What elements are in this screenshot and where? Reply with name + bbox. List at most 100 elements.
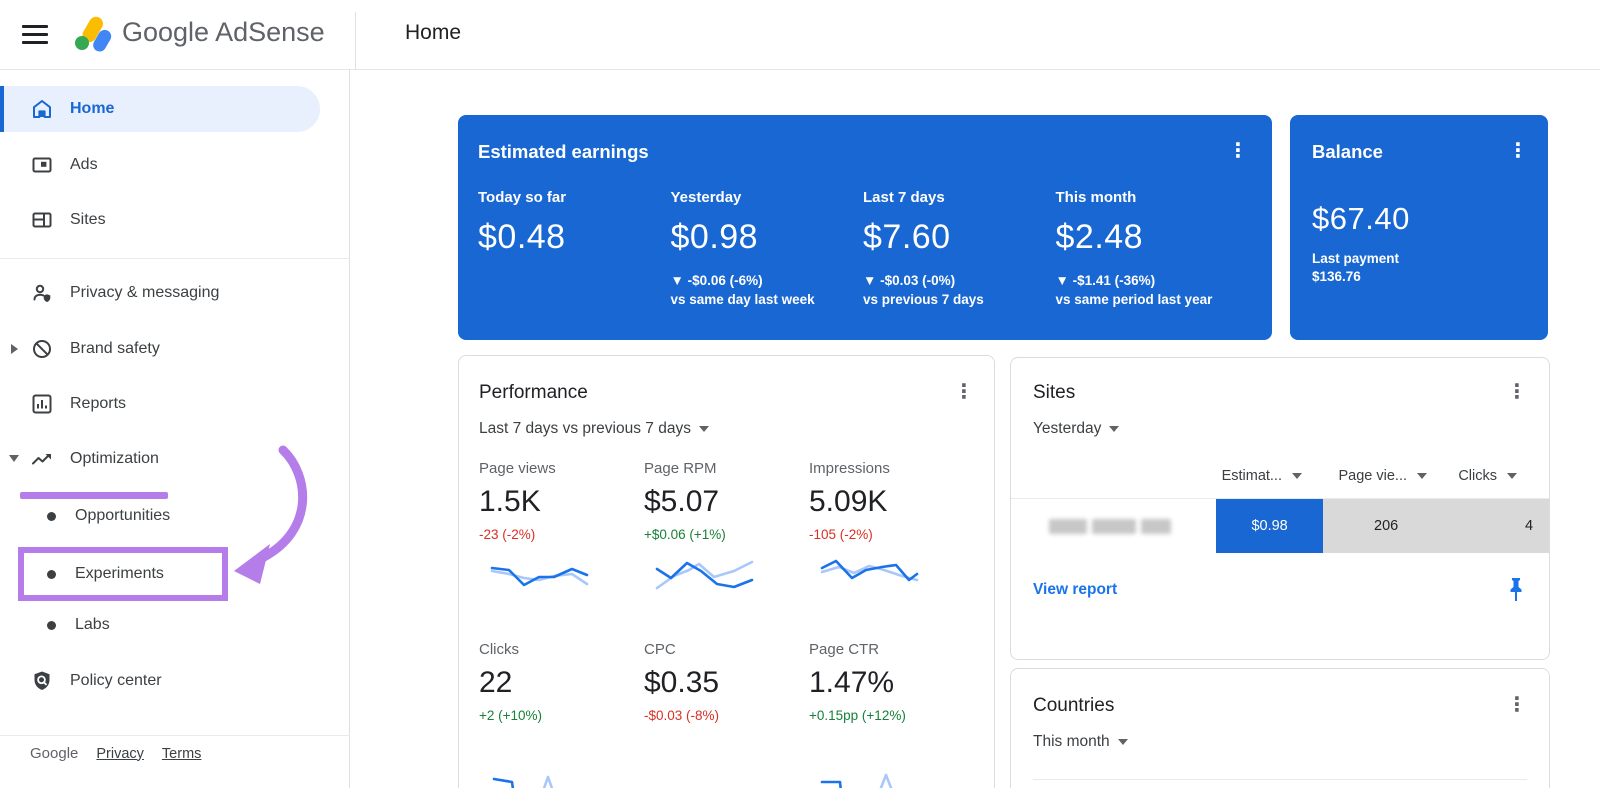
- metric-cpc: CPC $0.35 -$0.03 (-8%): [644, 641, 809, 788]
- kebab-menu-icon[interactable]: ⋮: [1507, 381, 1527, 403]
- sidebar-item-policy-center[interactable]: Policy center: [0, 658, 340, 704]
- clicks-cell: 4: [1449, 499, 1550, 553]
- view-report-link[interactable]: View report: [1033, 581, 1118, 598]
- pin-icon[interactable]: [1505, 577, 1527, 603]
- sidebar-item-label: Policy center: [70, 672, 162, 689]
- metric-label: Clicks: [479, 641, 519, 658]
- countries-card: Countries ⋮ This month: [1010, 668, 1550, 788]
- ads-icon: [32, 157, 52, 173]
- reports-icon: [32, 394, 52, 414]
- page-views-sparkline: [490, 566, 589, 587]
- sidebar-item-label: Reports: [70, 395, 127, 412]
- annotation-highlight-box: [18, 547, 228, 601]
- google-brand-label: Google: [30, 745, 79, 762]
- menu-icon[interactable]: [22, 25, 48, 45]
- metric-delta: ▼ -$0.03 (-0%): [863, 273, 956, 288]
- earnings-metric-this-month: This month $2.48 ▼ -$1.41 (-36%) vs same…: [1056, 189, 1249, 307]
- column-estimated-earnings[interactable]: Estimat...: [1187, 468, 1302, 484]
- metric-page-rpm: Page RPM $5.07 +$0.06 (+1%): [644, 460, 809, 609]
- sidebar-item-label: Optimization: [70, 450, 159, 467]
- app-brand: Google AdSense: [122, 17, 325, 47]
- sidebar-item-home[interactable]: Home: [0, 86, 320, 132]
- metric-value: 1.47%: [809, 666, 895, 699]
- sidebar-item-brand-safety[interactable]: Brand safety: [0, 326, 340, 372]
- impressions-sparkline: [820, 559, 919, 582]
- metric-value: 22: [479, 666, 513, 699]
- sites-table-row: $0.98 206 4: [1011, 498, 1550, 553]
- sidebar-item-reports[interactable]: Reports: [0, 381, 340, 427]
- sidebar-item-label: Sites: [70, 211, 106, 228]
- card-title: Balance: [1312, 141, 1383, 162]
- site-name-redacted: [1011, 499, 1216, 553]
- sidebar-item-label: Opportunities: [75, 507, 171, 524]
- page-views-cell: 206: [1322, 499, 1450, 553]
- metric-label: Yesterday: [670, 189, 742, 206]
- brand-safety-icon: [33, 340, 51, 358]
- page-ctr-sparkline: [820, 773, 893, 788]
- sites-table-header: Estimat... Page vie... Clicks: [1011, 468, 1549, 484]
- metric-label: Impressions: [809, 460, 890, 477]
- privacy-messaging-icon: [33, 284, 51, 302]
- sidebar-item-opportunities[interactable]: Opportunities: [0, 501, 340, 531]
- kebab-menu-icon[interactable]: ⋮: [1507, 694, 1527, 716]
- kebab-menu-icon[interactable]: ⋮: [954, 381, 974, 403]
- column-label: Clicks: [1458, 468, 1497, 484]
- sort-caret-icon: [1417, 473, 1427, 480]
- collapse-caret-icon[interactable]: [9, 455, 19, 462]
- kebab-menu-icon[interactable]: ⋮: [1228, 140, 1248, 162]
- card-title: Sites: [1033, 382, 1076, 403]
- performance-card: Performance ⋮ Last 7 days vs previous 7 …: [458, 355, 995, 788]
- optimization-icon: [32, 454, 51, 465]
- metric-value: $0.98: [670, 218, 759, 256]
- sites-icon: [32, 212, 52, 228]
- metric-delta: ▼ -$1.41 (-36%): [1055, 273, 1156, 288]
- sidebar-item-labs[interactable]: Labs: [0, 610, 340, 640]
- metric-clicks: Clicks 22 +2 (+10%): [479, 641, 644, 788]
- metric-label: CPC: [644, 641, 676, 658]
- metric-value: $5.07: [644, 485, 720, 518]
- balance-value: $67.40: [1312, 201, 1410, 236]
- card-title: Performance: [479, 382, 588, 403]
- date-range-selector[interactable]: Last 7 days vs previous 7 days: [479, 420, 974, 438]
- card-title: Estimated earnings: [478, 141, 649, 162]
- metric-delta: +0.15pp (+12%): [809, 708, 906, 723]
- metric-value: $2.48: [1055, 218, 1144, 256]
- privacy-link[interactable]: Privacy: [96, 745, 144, 762]
- dropdown-caret-icon: [1117, 738, 1128, 745]
- sidebar-item-sites[interactable]: Sites: [0, 197, 340, 243]
- date-range-selector[interactable]: This month: [1033, 733, 1128, 751]
- policy-center-icon: [34, 671, 50, 690]
- column-label: Estimat...: [1221, 468, 1282, 484]
- earnings-metric-today: Today so far $0.48: [478, 189, 671, 307]
- sites-card: Sites ⋮ Yesterday Estimat... Page vie...…: [1010, 357, 1550, 660]
- bullet-icon: [47, 620, 56, 630]
- sidebar-divider: [0, 258, 350, 259]
- sidebar-divider: [0, 735, 350, 736]
- metric-label: Page CTR: [809, 641, 880, 658]
- sidebar-item-label: Home: [70, 100, 115, 117]
- performance-metrics-row-1: Page views 1.5K -23 (-2%) Page RPM $5.07…: [479, 460, 974, 609]
- sidebar-item-label: Experiments: [75, 565, 164, 582]
- metric-label: Last 7 days: [863, 189, 945, 206]
- card-title: Countries: [1033, 695, 1115, 716]
- balance-card: Balance ⋮ $67.40 Last payment $136.76: [1290, 115, 1548, 340]
- terms-link[interactable]: Terms: [161, 745, 202, 762]
- sidebar-item-experiments[interactable]: Experiments: [0, 559, 340, 589]
- sidebar-item-label: Ads: [70, 156, 98, 173]
- sidebar-item-privacy-messaging[interactable]: Privacy & messaging: [0, 270, 340, 316]
- column-page-views[interactable]: Page vie...: [1302, 468, 1427, 484]
- sidebar-footer: Google Privacy Terms: [30, 745, 201, 762]
- bullet-icon: [47, 511, 56, 521]
- expand-caret-icon[interactable]: [11, 344, 18, 354]
- kebab-menu-icon[interactable]: ⋮: [1508, 140, 1528, 162]
- sort-caret-icon: [1507, 473, 1517, 480]
- date-range-selector[interactable]: Yesterday: [1033, 420, 1120, 438]
- page-title: Home: [405, 21, 462, 44]
- top-app-bar: Google AdSense Home: [0, 0, 1600, 70]
- column-clicks[interactable]: Clicks: [1427, 468, 1527, 484]
- last-payment-label: Last payment: [1312, 251, 1400, 266]
- sidebar-item-ads[interactable]: Ads: [0, 142, 340, 188]
- last-payment-value: $136.76: [1312, 269, 1361, 284]
- sidebar-item-optimization[interactable]: Optimization: [0, 436, 340, 482]
